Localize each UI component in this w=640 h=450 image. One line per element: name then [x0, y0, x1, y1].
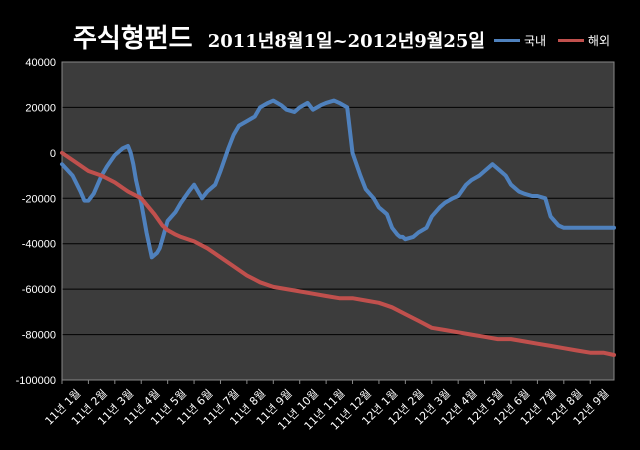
series-line-overseas	[60, 150, 616, 357]
plot-border	[61, 61, 615, 381]
legend: 국내 해외	[494, 31, 618, 49]
series-line-domestic	[60, 98, 616, 260]
legend-item-domestic: 국내	[494, 32, 546, 49]
y-tick-label: -40000	[22, 239, 56, 251]
legend-label-domestic: 국내	[524, 34, 547, 48]
plot-area	[62, 62, 614, 380]
y-tick-label: -80000	[22, 330, 56, 342]
legend-swatch-overseas	[557, 39, 584, 42]
series-group	[60, 98, 616, 357]
y-tick-label: -60000	[22, 284, 56, 296]
chart-title: 주식형펀드 2011년8월1일~2012년9월25일	[73, 18, 485, 55]
legend-item-overseas: 해외	[557, 32, 611, 49]
y-tick-label: 20000	[25, 102, 56, 114]
y-tick-label: 40000	[25, 57, 56, 69]
gridlines	[61, 61, 615, 381]
y-tick-label: -100000	[16, 375, 56, 387]
legend-swatch-domestic	[494, 39, 520, 42]
chart-title-main: 주식형펀드	[73, 24, 193, 54]
y-tick-label: 0	[50, 148, 56, 160]
legend-label-overseas: 해외	[587, 34, 611, 48]
y-axis: 40000 20000 0 -20000 -40000 -60000 -80000 -1000…	[16, 57, 56, 387]
y-tick-label: -20000	[22, 193, 56, 205]
chart-title-period: 2011년8월1일~2012년9월25일	[207, 31, 485, 52]
